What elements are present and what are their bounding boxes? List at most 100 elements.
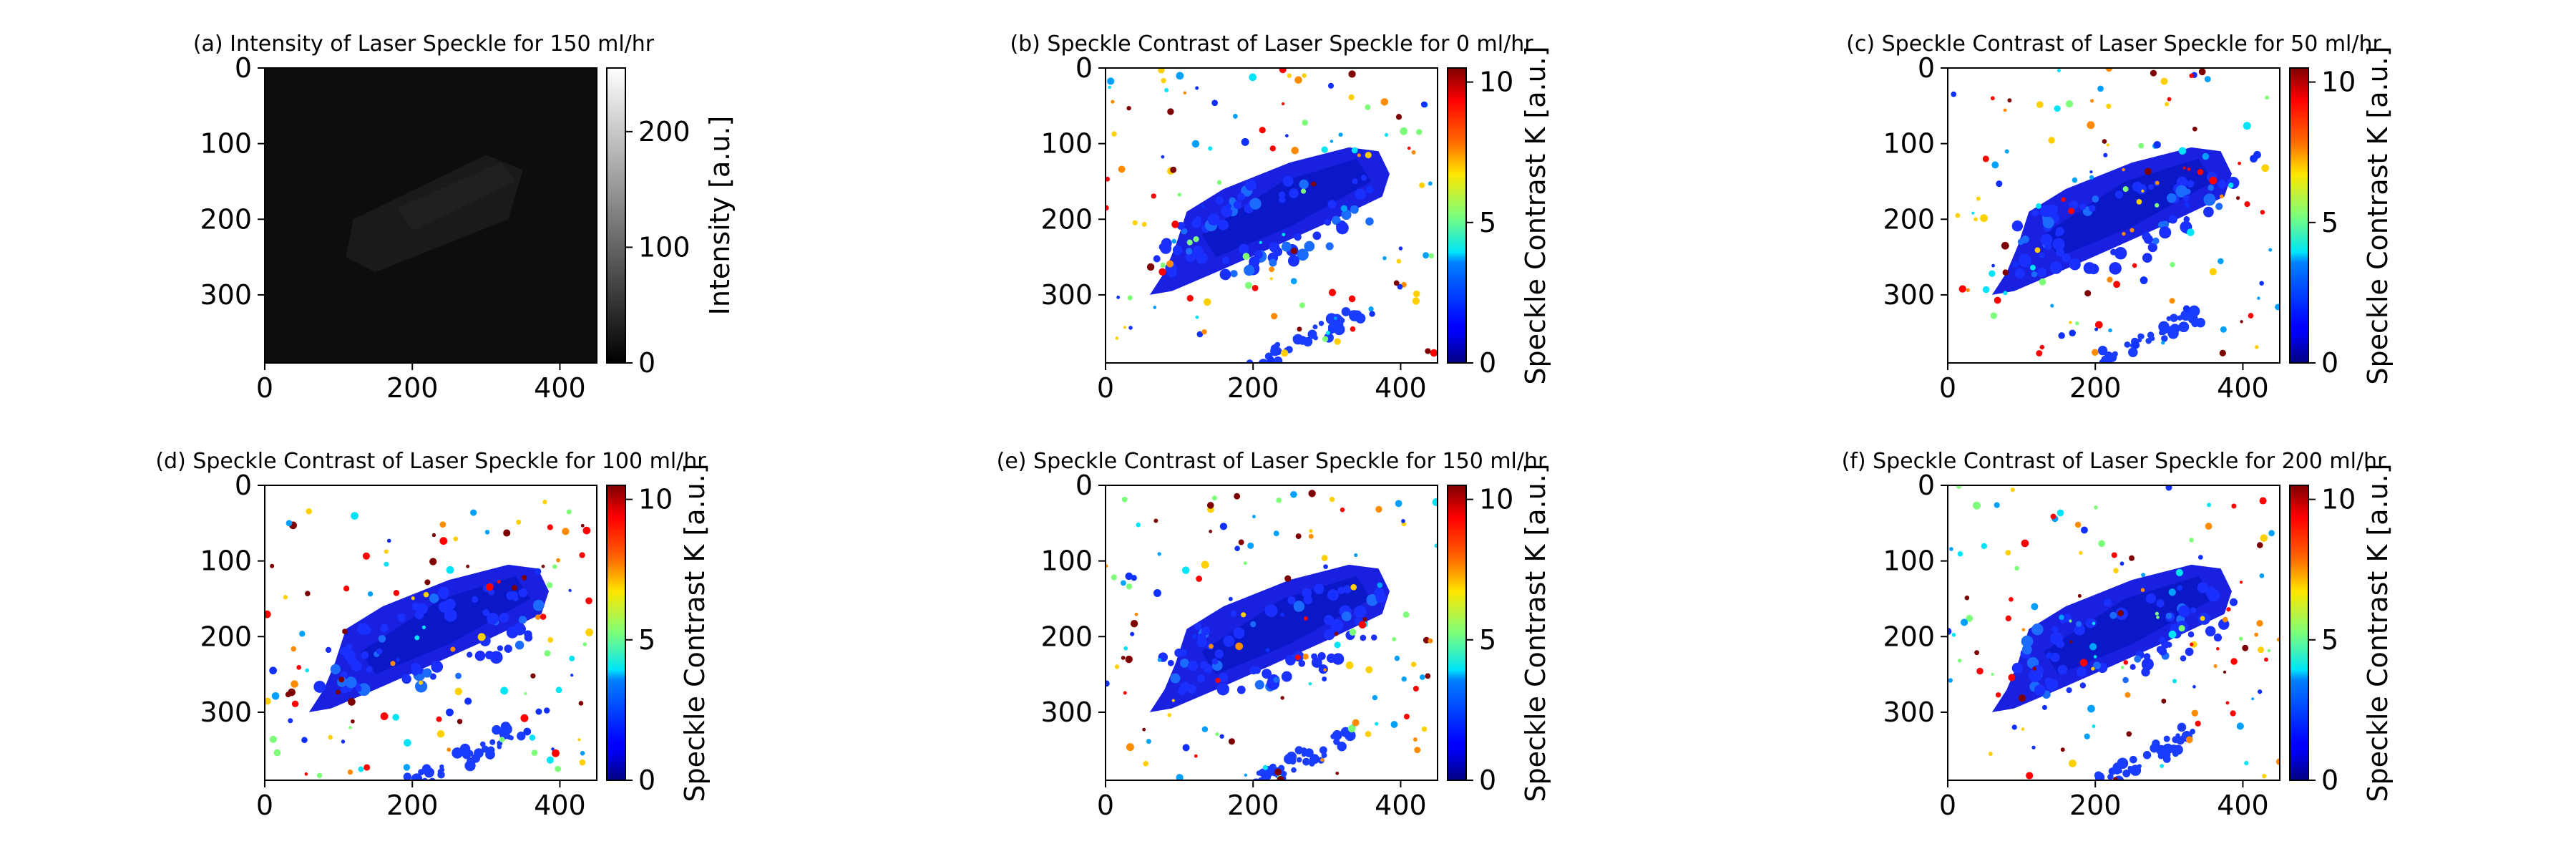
speckle-dot bbox=[424, 579, 431, 586]
speckle-dot bbox=[2004, 149, 2009, 154]
speckle-dot bbox=[2138, 142, 2145, 149]
speckle-dot bbox=[2187, 168, 2191, 171]
speckle-dot bbox=[271, 691, 280, 700]
colorbar-tick-label: 0 bbox=[2321, 347, 2338, 379]
speckle-dot bbox=[535, 708, 542, 715]
speckle-dot bbox=[2185, 736, 2193, 744]
speckle-dot bbox=[1964, 595, 1970, 601]
speckle-dot bbox=[2122, 168, 2125, 172]
speckle-dot bbox=[1209, 529, 1213, 533]
speckle-dot bbox=[2021, 635, 2034, 648]
subplot-title: (c) Speckle Contrast of Laser Speckle fo… bbox=[1846, 31, 2381, 57]
speckle-dot bbox=[1126, 583, 1133, 590]
speckle-dot bbox=[1994, 502, 2000, 508]
speckle-dot bbox=[1332, 730, 1342, 740]
speckle-dot bbox=[2172, 679, 2177, 684]
speckle-dot bbox=[1380, 98, 1389, 106]
speckle-dot bbox=[2178, 321, 2190, 333]
subplot-title: (a) Intensity of Laser Speckle for 150 m… bbox=[193, 31, 655, 57]
speckle-dot bbox=[2060, 747, 2065, 752]
speckle-dot bbox=[517, 732, 526, 741]
y-tick-label: 0 bbox=[1918, 470, 1935, 501]
speckle-dot bbox=[2093, 655, 2097, 659]
speckle-dot bbox=[2159, 636, 2166, 644]
speckle-dot bbox=[2126, 731, 2132, 737]
speckle-dot bbox=[429, 558, 437, 566]
colorbar bbox=[606, 67, 626, 364]
speckle-dot bbox=[1123, 646, 1128, 651]
speckle-dot bbox=[1262, 669, 1272, 679]
speckle-dot bbox=[566, 509, 572, 515]
y-tick-label: 300 bbox=[1040, 279, 1093, 311]
speckle-dot bbox=[1308, 681, 1312, 686]
speckle-dot bbox=[1308, 490, 1316, 498]
speckle-dot bbox=[1166, 260, 1174, 268]
speckle-dot bbox=[1414, 747, 1421, 754]
subplot-4: (d) Speckle Contrast of Laser Speckle fo… bbox=[155, 449, 711, 821]
speckle-dot bbox=[2163, 751, 2171, 759]
speckle-dot bbox=[2092, 349, 2099, 356]
speckle-dot bbox=[489, 739, 496, 745]
speckle-dot bbox=[1111, 131, 1117, 137]
speckle-dot bbox=[1170, 673, 1181, 684]
speckle-dot bbox=[1211, 100, 1219, 107]
speckle-dot bbox=[580, 523, 585, 528]
speckle-dot bbox=[2021, 628, 2026, 631]
speckle-dot bbox=[1192, 246, 1204, 257]
speckle-dot bbox=[2034, 247, 2041, 253]
speckle-dot bbox=[265, 697, 271, 705]
speckle-dot bbox=[1241, 137, 1249, 146]
speckle-dot bbox=[2218, 180, 2227, 189]
speckle-dot bbox=[2209, 268, 2217, 276]
speckle-dot bbox=[358, 766, 364, 772]
speckle-dot bbox=[2122, 231, 2126, 236]
speckle-dot bbox=[504, 644, 512, 653]
speckle-dot bbox=[1232, 114, 1238, 119]
speckle-dot bbox=[2052, 238, 2065, 251]
speckle-dot bbox=[439, 767, 445, 772]
speckle-dot bbox=[1247, 542, 1254, 549]
speckle-dot bbox=[1334, 631, 1339, 636]
speckle-dot bbox=[1264, 604, 1278, 617]
speckle-dot bbox=[291, 646, 297, 652]
speckle-dot bbox=[2175, 568, 2183, 577]
speckle-dot bbox=[2103, 152, 2108, 157]
y-tick-label: 100 bbox=[1040, 128, 1093, 160]
speckle-dot bbox=[1195, 315, 1199, 319]
speckle-dot bbox=[1293, 601, 1305, 612]
speckle-dot bbox=[2168, 630, 2177, 639]
speckle-dot bbox=[2094, 327, 2099, 331]
speckle-dot bbox=[1206, 502, 1214, 509]
speckle-dot bbox=[2031, 745, 2036, 749]
speckle-dot bbox=[1281, 241, 1292, 252]
speckle-dot bbox=[1219, 268, 1231, 281]
colorbar-tick-label: 0 bbox=[1479, 765, 1496, 796]
speckle-dot bbox=[401, 674, 411, 684]
speckle-dot bbox=[531, 749, 538, 756]
y-tick-label: 100 bbox=[1883, 128, 1935, 160]
speckle-dot bbox=[357, 683, 371, 697]
colorbar-label: Speckle Contrast K [a.u.] bbox=[2362, 463, 2394, 802]
speckle-dot bbox=[1161, 78, 1166, 84]
speckle-dot bbox=[2257, 646, 2264, 654]
speckle-dot bbox=[2075, 263, 2080, 268]
speckle-dot bbox=[1269, 266, 1275, 273]
x-tick-label: 200 bbox=[386, 790, 439, 821]
speckle-dot bbox=[1211, 495, 1217, 501]
speckle-dot bbox=[1323, 668, 1327, 672]
speckle-dot bbox=[555, 686, 562, 694]
speckle-dot bbox=[2017, 238, 2024, 246]
y-tick-label: 200 bbox=[1040, 621, 1093, 652]
speckle-dot bbox=[2192, 126, 2197, 132]
speckle-dot bbox=[514, 640, 525, 650]
speckle-dot bbox=[2019, 254, 2031, 268]
colorbar-tick-label: 5 bbox=[2321, 207, 2338, 238]
speckle-dot bbox=[2106, 143, 2109, 147]
speckle-dot bbox=[529, 734, 536, 741]
speckle-dot bbox=[1186, 684, 1197, 694]
speckle-dot bbox=[2145, 596, 2152, 603]
speckle-dot bbox=[1384, 132, 1389, 137]
colorbar-tick-label: 10 bbox=[638, 484, 673, 515]
speckle-dot bbox=[2005, 550, 2011, 556]
